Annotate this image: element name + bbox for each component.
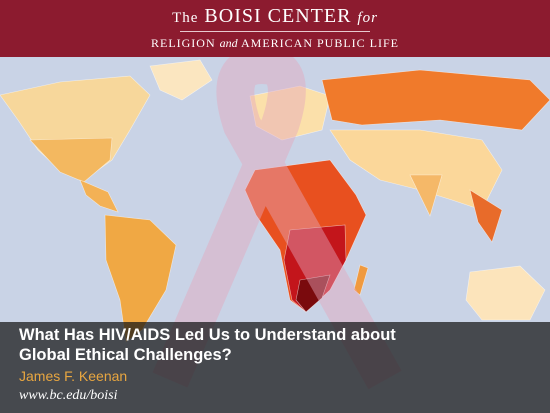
- india: [409, 174, 443, 217]
- greenland: [149, 59, 213, 101]
- title-main: BOISI CENTER: [204, 5, 352, 27]
- southeast-asia: [469, 189, 503, 243]
- continents: [0, 59, 550, 343]
- header-subtitle: RELIGION and AMERICAN PUBLIC LIFE: [0, 36, 550, 51]
- header: The BOISI CENTER for RELIGION and AMERIC…: [0, 0, 550, 57]
- russia: [321, 69, 550, 131]
- australia: [465, 265, 546, 321]
- central-america: [79, 179, 119, 213]
- url: www.bc.edu/boisi: [19, 388, 118, 403]
- slide-title: Global Ethical Challenges?: [19, 346, 232, 364]
- subtitle-part: RELIGION: [150, 36, 216, 50]
- header-rule: [180, 31, 370, 32]
- author: James F. Keenan: [19, 368, 128, 384]
- title-suffix: for: [357, 10, 378, 26]
- ribbon: [152, 57, 402, 390]
- africa-south-core: [295, 274, 331, 313]
- subtitle-part: and: [219, 36, 238, 50]
- header-title: The BOISI CENTER for: [0, 5, 550, 28]
- title-prefix: The: [172, 10, 199, 26]
- slide-title: What Has HIV/AIDS Led Us to Understand a…: [19, 326, 396, 344]
- subtitle-part: AMERICAN PUBLIC LIFE: [240, 36, 399, 50]
- europe: [249, 85, 331, 141]
- usa: [29, 137, 113, 183]
- madagascar: [353, 264, 369, 296]
- title-band: [0, 322, 550, 413]
- asia: [329, 129, 503, 211]
